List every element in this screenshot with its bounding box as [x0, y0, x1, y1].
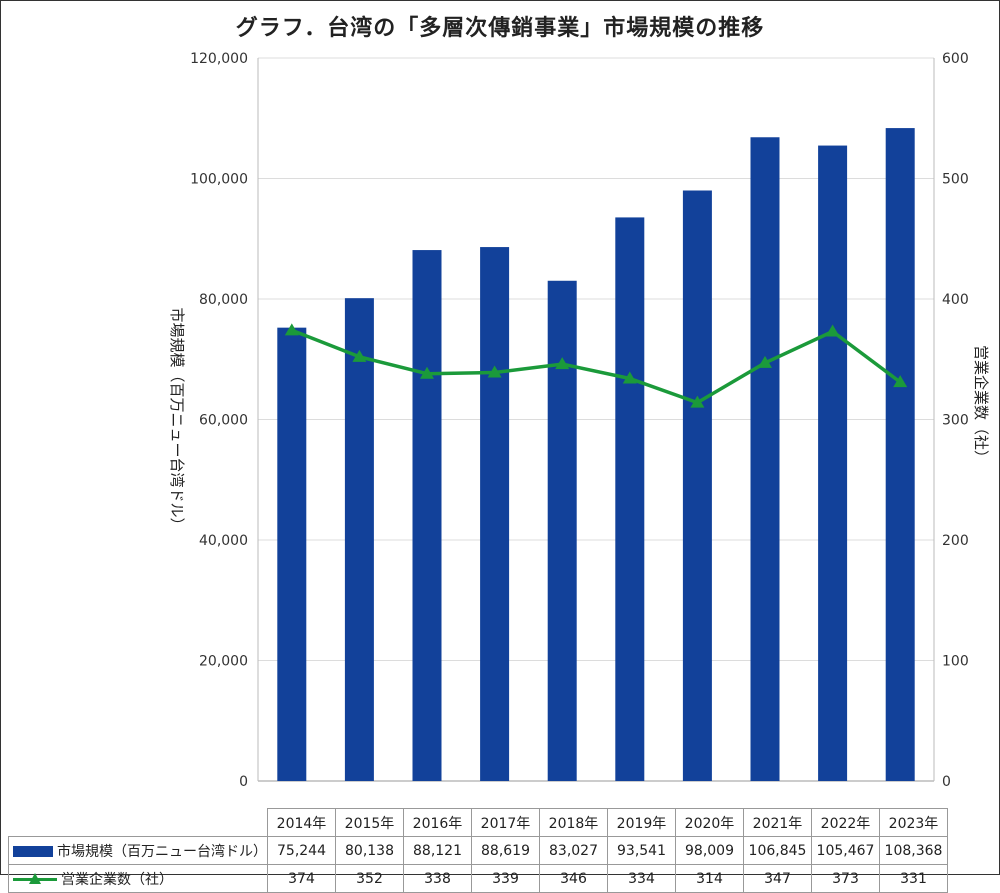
- table-cell-company-count: 331: [879, 864, 948, 893]
- table-cell-company-count: 339: [471, 864, 540, 893]
- market-size-bars: [277, 128, 915, 782]
- table-cell-company-count: 346: [539, 864, 608, 893]
- left-tick-label: 20,000: [199, 654, 248, 670]
- series-line: [291, 328, 902, 405]
- left-axis-ticks: 0 20,000 40,000 60,000 80,000 100,000 120,000: [190, 51, 248, 790]
- table-cell-company-count: 373: [811, 864, 880, 893]
- triangle-marker: [420, 366, 434, 379]
- left-tick-label: 100,000: [190, 172, 248, 188]
- legend-market-size-label: 市場規模（百万ニュー台湾ドル）: [57, 843, 267, 860]
- bar: [615, 217, 645, 782]
- category-label: 2020年: [675, 808, 744, 837]
- data-table: 2014年 2015年 2016年 2017年 2018年 2019年 2020年 2021年…: [8, 808, 948, 893]
- table-cell-company-count: 334: [607, 864, 676, 893]
- table-cell-company-count: 314: [675, 864, 744, 893]
- bar: [547, 280, 577, 781]
- bar: [412, 250, 442, 781]
- table-cell-market-size: 80,138: [335, 836, 404, 865]
- triangle-marker: [690, 395, 705, 408]
- table-cell-market-size: 93,541: [607, 836, 676, 865]
- bar: [818, 145, 848, 781]
- table-cell-company-count: 374: [267, 864, 336, 893]
- left-tick-label: 120,000: [190, 51, 248, 67]
- bar-swatch-icon: [13, 846, 53, 857]
- category-label: 2022年: [811, 808, 880, 837]
- category-label: 2021年: [743, 808, 812, 837]
- triangle-marker: [555, 357, 570, 370]
- table-cell-company-count: 352: [335, 864, 404, 893]
- category-label: 2018年: [539, 808, 608, 837]
- table-cell-market-size: 105,467: [811, 836, 880, 865]
- right-tick-label: 600: [942, 51, 969, 67]
- right-axis-title: 営業企業数（社）: [972, 345, 990, 465]
- table-cell-market-size: 75,244: [267, 836, 336, 865]
- triangle-marker: [622, 371, 637, 384]
- table-cell-market-size: 83,027: [539, 836, 608, 865]
- category-label: 2014年: [267, 808, 336, 837]
- right-tick-label: 200: [942, 533, 969, 549]
- legend-market-size: 市場規模（百万ニュー台湾ドル）: [8, 836, 268, 865]
- right-tick-label: 400: [942, 292, 969, 308]
- left-tick-label: 0: [239, 774, 248, 790]
- triangle-marker: [758, 355, 772, 368]
- triangle-marker: [487, 365, 502, 378]
- triangle-line-swatch-icon: [13, 873, 57, 885]
- bar: [480, 247, 510, 781]
- category-label: 2019年: [607, 808, 676, 837]
- right-tick-label: 0: [942, 774, 951, 790]
- table-cell-market-size: 88,121: [403, 836, 472, 865]
- category-label: 2015年: [335, 808, 404, 837]
- category-label: 2016年: [403, 808, 472, 837]
- table-cell-market-size: 88,619: [471, 836, 540, 865]
- category-label: 2023年: [879, 808, 948, 837]
- right-tick-label: 300: [942, 413, 969, 429]
- table-cell-market-size: 106,845: [743, 836, 812, 865]
- right-tick-label: 100: [942, 654, 969, 670]
- left-tick-label: 40,000: [199, 533, 248, 549]
- table-cell-market-size: 108,368: [879, 836, 948, 865]
- table-header-row: 2014年 2015年 2016年 2017年 2018年 2019年 2020年 2021年…: [8, 808, 948, 837]
- bar: [682, 190, 712, 781]
- table-cell-company-count: 338: [403, 864, 472, 893]
- company-count-line: [284, 323, 908, 408]
- triangle-marker: [893, 375, 908, 388]
- right-axis-ticks: 0 100 200 300 400 500 600: [942, 51, 969, 790]
- chart-title: グラフ．台湾の「多層次傳銷事業」市場規模の推移: [235, 16, 765, 41]
- table-row-market-size: 市場規模（百万ニュー台湾ドル） 75,244 80,138 88,121 88,619…: [8, 836, 948, 865]
- left-tick-label: 80,000: [199, 292, 248, 308]
- triangle-marker: [825, 324, 840, 337]
- bar: [344, 298, 374, 781]
- bar: [750, 137, 780, 781]
- triangle-marker: [352, 349, 367, 362]
- table-cell-market-size: 98,009: [675, 836, 744, 865]
- table-corner-cell: [8, 808, 268, 837]
- triangle-marker: [284, 323, 299, 336]
- category-label: 2017年: [471, 808, 540, 837]
- table-cell-company-count: 347: [743, 864, 812, 893]
- legend-company-count-label: 営業企業数（社）: [61, 871, 173, 888]
- left-axis-title: 市場規模（百万ニュー台湾ドル）: [168, 307, 186, 532]
- legend-company-count: 営業企業数（社）: [8, 864, 268, 893]
- bar: [277, 327, 307, 781]
- bar: [885, 128, 915, 782]
- left-tick-label: 60,000: [199, 413, 248, 429]
- combo-chart: 020,00040,00060,00080,000100,000120,000 …: [168, 51, 990, 790]
- right-tick-label: 500: [942, 172, 969, 188]
- table-row-company-count: 営業企業数（社） 374 352 338 339 346 334 314 347 373 331: [8, 864, 948, 893]
